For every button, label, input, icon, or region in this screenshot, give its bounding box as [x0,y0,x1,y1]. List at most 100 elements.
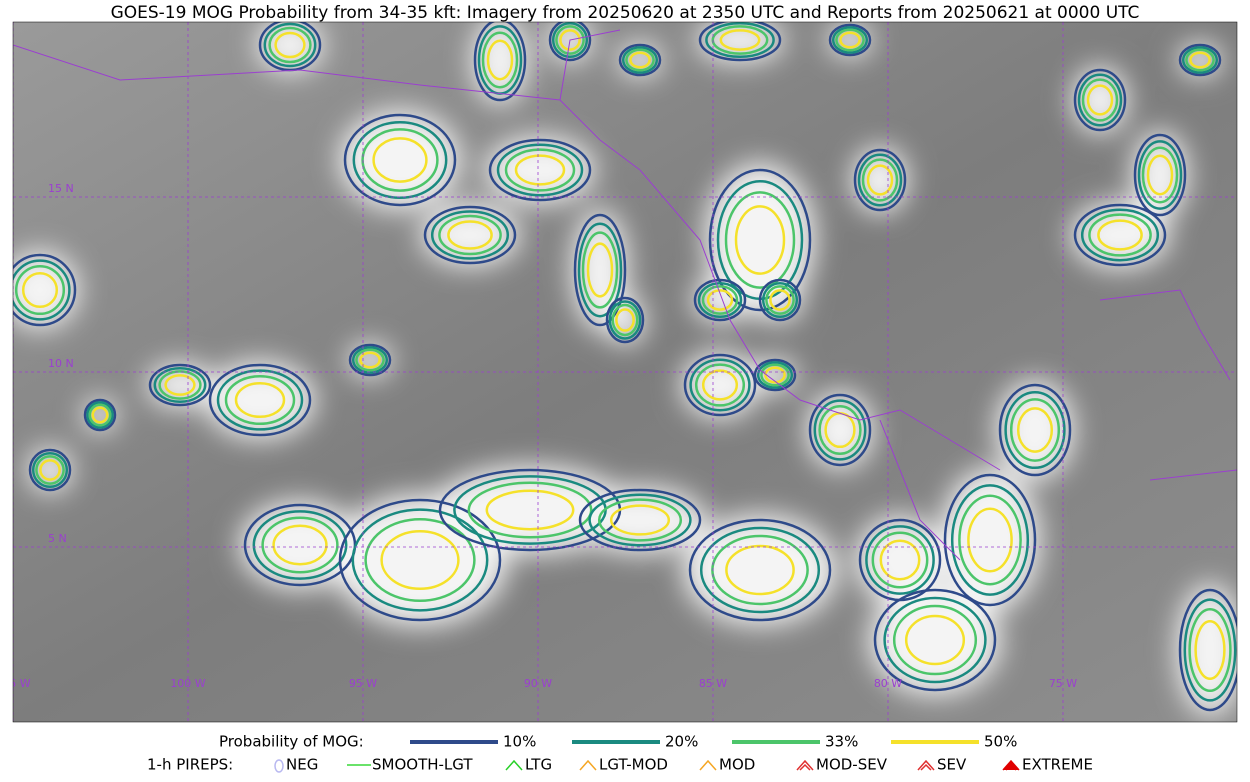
legend-label: EXTREME [1022,756,1093,774]
contour [760,363,790,387]
contour [1077,73,1123,127]
cloud [696,22,784,62]
contour [1141,146,1179,204]
contour [261,516,339,574]
contour [697,281,743,319]
contour [683,353,757,417]
legend-label: SEV [937,756,967,774]
contour [861,158,899,202]
contour [1133,133,1187,217]
cloud [940,468,1040,612]
contour [1185,48,1215,72]
legend-label: SMOOTH-LGT [372,756,473,774]
contour [711,534,809,606]
contour [1194,619,1226,681]
contour [609,504,671,536]
legend-label: 10% [503,733,536,751]
contour [831,26,869,54]
cloud [692,278,748,322]
cloud [681,352,759,418]
contour [551,22,589,59]
contour [871,531,929,589]
contour [813,399,867,461]
contour [892,604,978,676]
map-frame [12,21,1238,723]
contour [879,539,921,581]
contour [577,222,623,318]
contour [615,308,635,332]
contour [504,148,576,192]
contour [839,31,861,49]
contour [1137,140,1183,210]
contour [1081,78,1119,122]
contour [578,488,702,552]
contour [756,361,794,389]
contour [338,498,502,622]
contour [629,51,651,69]
contour [555,25,585,55]
contour [86,401,114,429]
contour [701,285,739,315]
contour [548,22,592,62]
contour [699,526,821,614]
lon-label: 105 W [0,677,31,690]
contour [608,300,642,340]
lat-label: 15 N [48,182,74,195]
contour [581,231,619,309]
cloud [1177,584,1237,716]
contour [13,259,71,321]
contour [1097,219,1143,251]
contour [1073,203,1167,267]
cloud [257,22,323,73]
legend-title: Probability of MOG: [219,733,364,751]
contour [708,168,812,312]
contour [1181,46,1219,74]
contour [688,518,832,622]
contour [706,289,734,311]
contour [481,31,519,89]
cloud [705,163,815,317]
contour [263,22,317,68]
map: 15 N 10 N 5 N 105 W 100 W 95 W 90 W 85 W 80 W 75 … [0,22,1237,722]
contour [1080,208,1160,262]
contour [724,191,796,289]
contour [514,154,566,186]
contour [967,507,1013,573]
cloud [339,110,461,210]
contour [701,369,739,401]
contour [496,143,584,197]
cloud [205,361,315,439]
contour [380,529,460,591]
contour [39,459,61,481]
pirep-symbol [579,759,597,771]
contour [14,264,66,316]
cloud [1072,67,1128,133]
contour [473,22,527,102]
contour [689,358,751,412]
graticule: 15 N 10 N 5 N 105 W 100 W 95 W 90 W 85 W 80 W 75 … [0,22,1237,722]
cloud [683,515,837,625]
contour [698,22,782,62]
contour [28,448,72,492]
contour [853,148,907,212]
contour [372,137,428,183]
contour [268,26,312,64]
contour [258,22,322,72]
coastline [13,29,1237,561]
contour [808,393,872,467]
contour [998,383,1072,477]
contour [447,220,493,250]
contour [586,242,614,298]
contour [693,278,747,322]
contour [91,406,109,424]
contour [1016,407,1054,453]
cloud [996,380,1074,480]
mog-contours [13,22,1237,712]
legend-label: LGT-MOD [599,756,668,774]
contour [430,210,510,260]
contour [883,596,987,684]
contour [753,358,797,392]
contour [764,366,786,384]
contour [725,544,795,596]
contour [216,369,304,431]
